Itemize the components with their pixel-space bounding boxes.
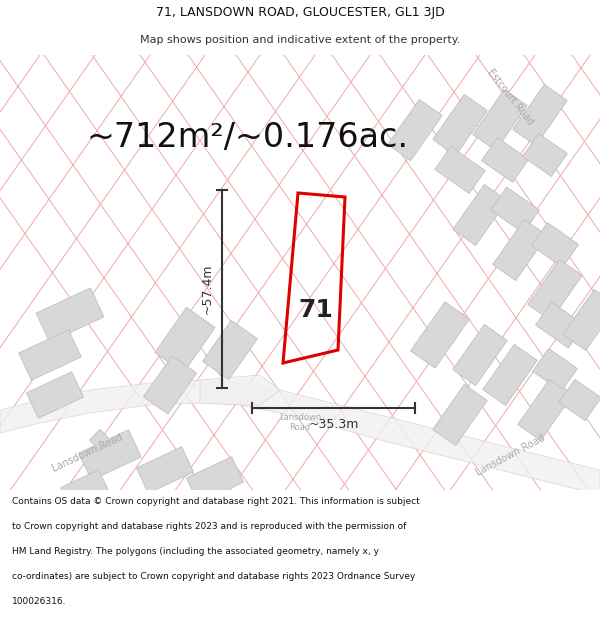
Text: ~57.4m: ~57.4m bbox=[201, 264, 214, 314]
Polygon shape bbox=[19, 330, 81, 380]
Text: HM Land Registry. The polygons (including the associated geometry, namely x, y: HM Land Registry. The polygons (includin… bbox=[12, 547, 379, 556]
Polygon shape bbox=[433, 384, 487, 446]
Polygon shape bbox=[532, 222, 578, 268]
Text: 71: 71 bbox=[299, 298, 334, 322]
Text: co-ordinates) are subject to Crown copyright and database rights 2023 Ordnance S: co-ordinates) are subject to Crown copyr… bbox=[12, 572, 415, 581]
Polygon shape bbox=[473, 89, 527, 151]
Polygon shape bbox=[483, 344, 537, 406]
Polygon shape bbox=[79, 430, 141, 480]
Polygon shape bbox=[388, 99, 442, 161]
Polygon shape bbox=[0, 380, 600, 495]
Polygon shape bbox=[559, 379, 600, 421]
Text: Contains OS data © Crown copyright and database right 2021. This information is : Contains OS data © Crown copyright and d… bbox=[12, 497, 420, 506]
Text: Road: Road bbox=[289, 422, 311, 431]
Polygon shape bbox=[143, 356, 197, 414]
Text: ~712m²/~0.176ac.: ~712m²/~0.176ac. bbox=[87, 121, 409, 154]
Polygon shape bbox=[36, 288, 104, 342]
Polygon shape bbox=[523, 134, 568, 176]
Polygon shape bbox=[187, 457, 244, 503]
Text: Lansdown Road: Lansdown Road bbox=[51, 432, 125, 474]
Polygon shape bbox=[89, 429, 110, 451]
Polygon shape bbox=[453, 324, 507, 386]
Polygon shape bbox=[563, 289, 600, 351]
Polygon shape bbox=[26, 372, 83, 418]
Text: 100026316.: 100026316. bbox=[12, 597, 67, 606]
Polygon shape bbox=[513, 84, 567, 146]
Text: to Crown copyright and database rights 2023 and is reproduced with the permissio: to Crown copyright and database rights 2… bbox=[12, 522, 406, 531]
Text: Lansdown: Lansdown bbox=[279, 412, 321, 421]
Polygon shape bbox=[203, 321, 257, 379]
Polygon shape bbox=[518, 379, 572, 441]
Polygon shape bbox=[61, 470, 109, 510]
Polygon shape bbox=[491, 187, 539, 233]
Polygon shape bbox=[200, 375, 280, 405]
Polygon shape bbox=[435, 146, 485, 194]
Polygon shape bbox=[433, 94, 487, 156]
Text: 71, LANSDOWN ROAD, GLOUCESTER, GL1 3JD: 71, LANSDOWN ROAD, GLOUCESTER, GL1 3JD bbox=[155, 6, 445, 19]
Text: Map shows position and indicative extent of the property.: Map shows position and indicative extent… bbox=[140, 34, 460, 44]
Polygon shape bbox=[536, 302, 584, 348]
Text: Lansdown Road: Lansdown Road bbox=[474, 432, 546, 478]
Polygon shape bbox=[155, 308, 215, 372]
Polygon shape bbox=[533, 349, 577, 391]
Polygon shape bbox=[136, 447, 194, 493]
Text: ~35.3m: ~35.3m bbox=[308, 418, 359, 431]
Polygon shape bbox=[528, 259, 582, 321]
Text: Estcourt Road: Estcourt Road bbox=[485, 67, 535, 127]
Polygon shape bbox=[410, 302, 469, 368]
Polygon shape bbox=[481, 138, 529, 182]
Polygon shape bbox=[453, 184, 507, 246]
Polygon shape bbox=[493, 219, 547, 281]
